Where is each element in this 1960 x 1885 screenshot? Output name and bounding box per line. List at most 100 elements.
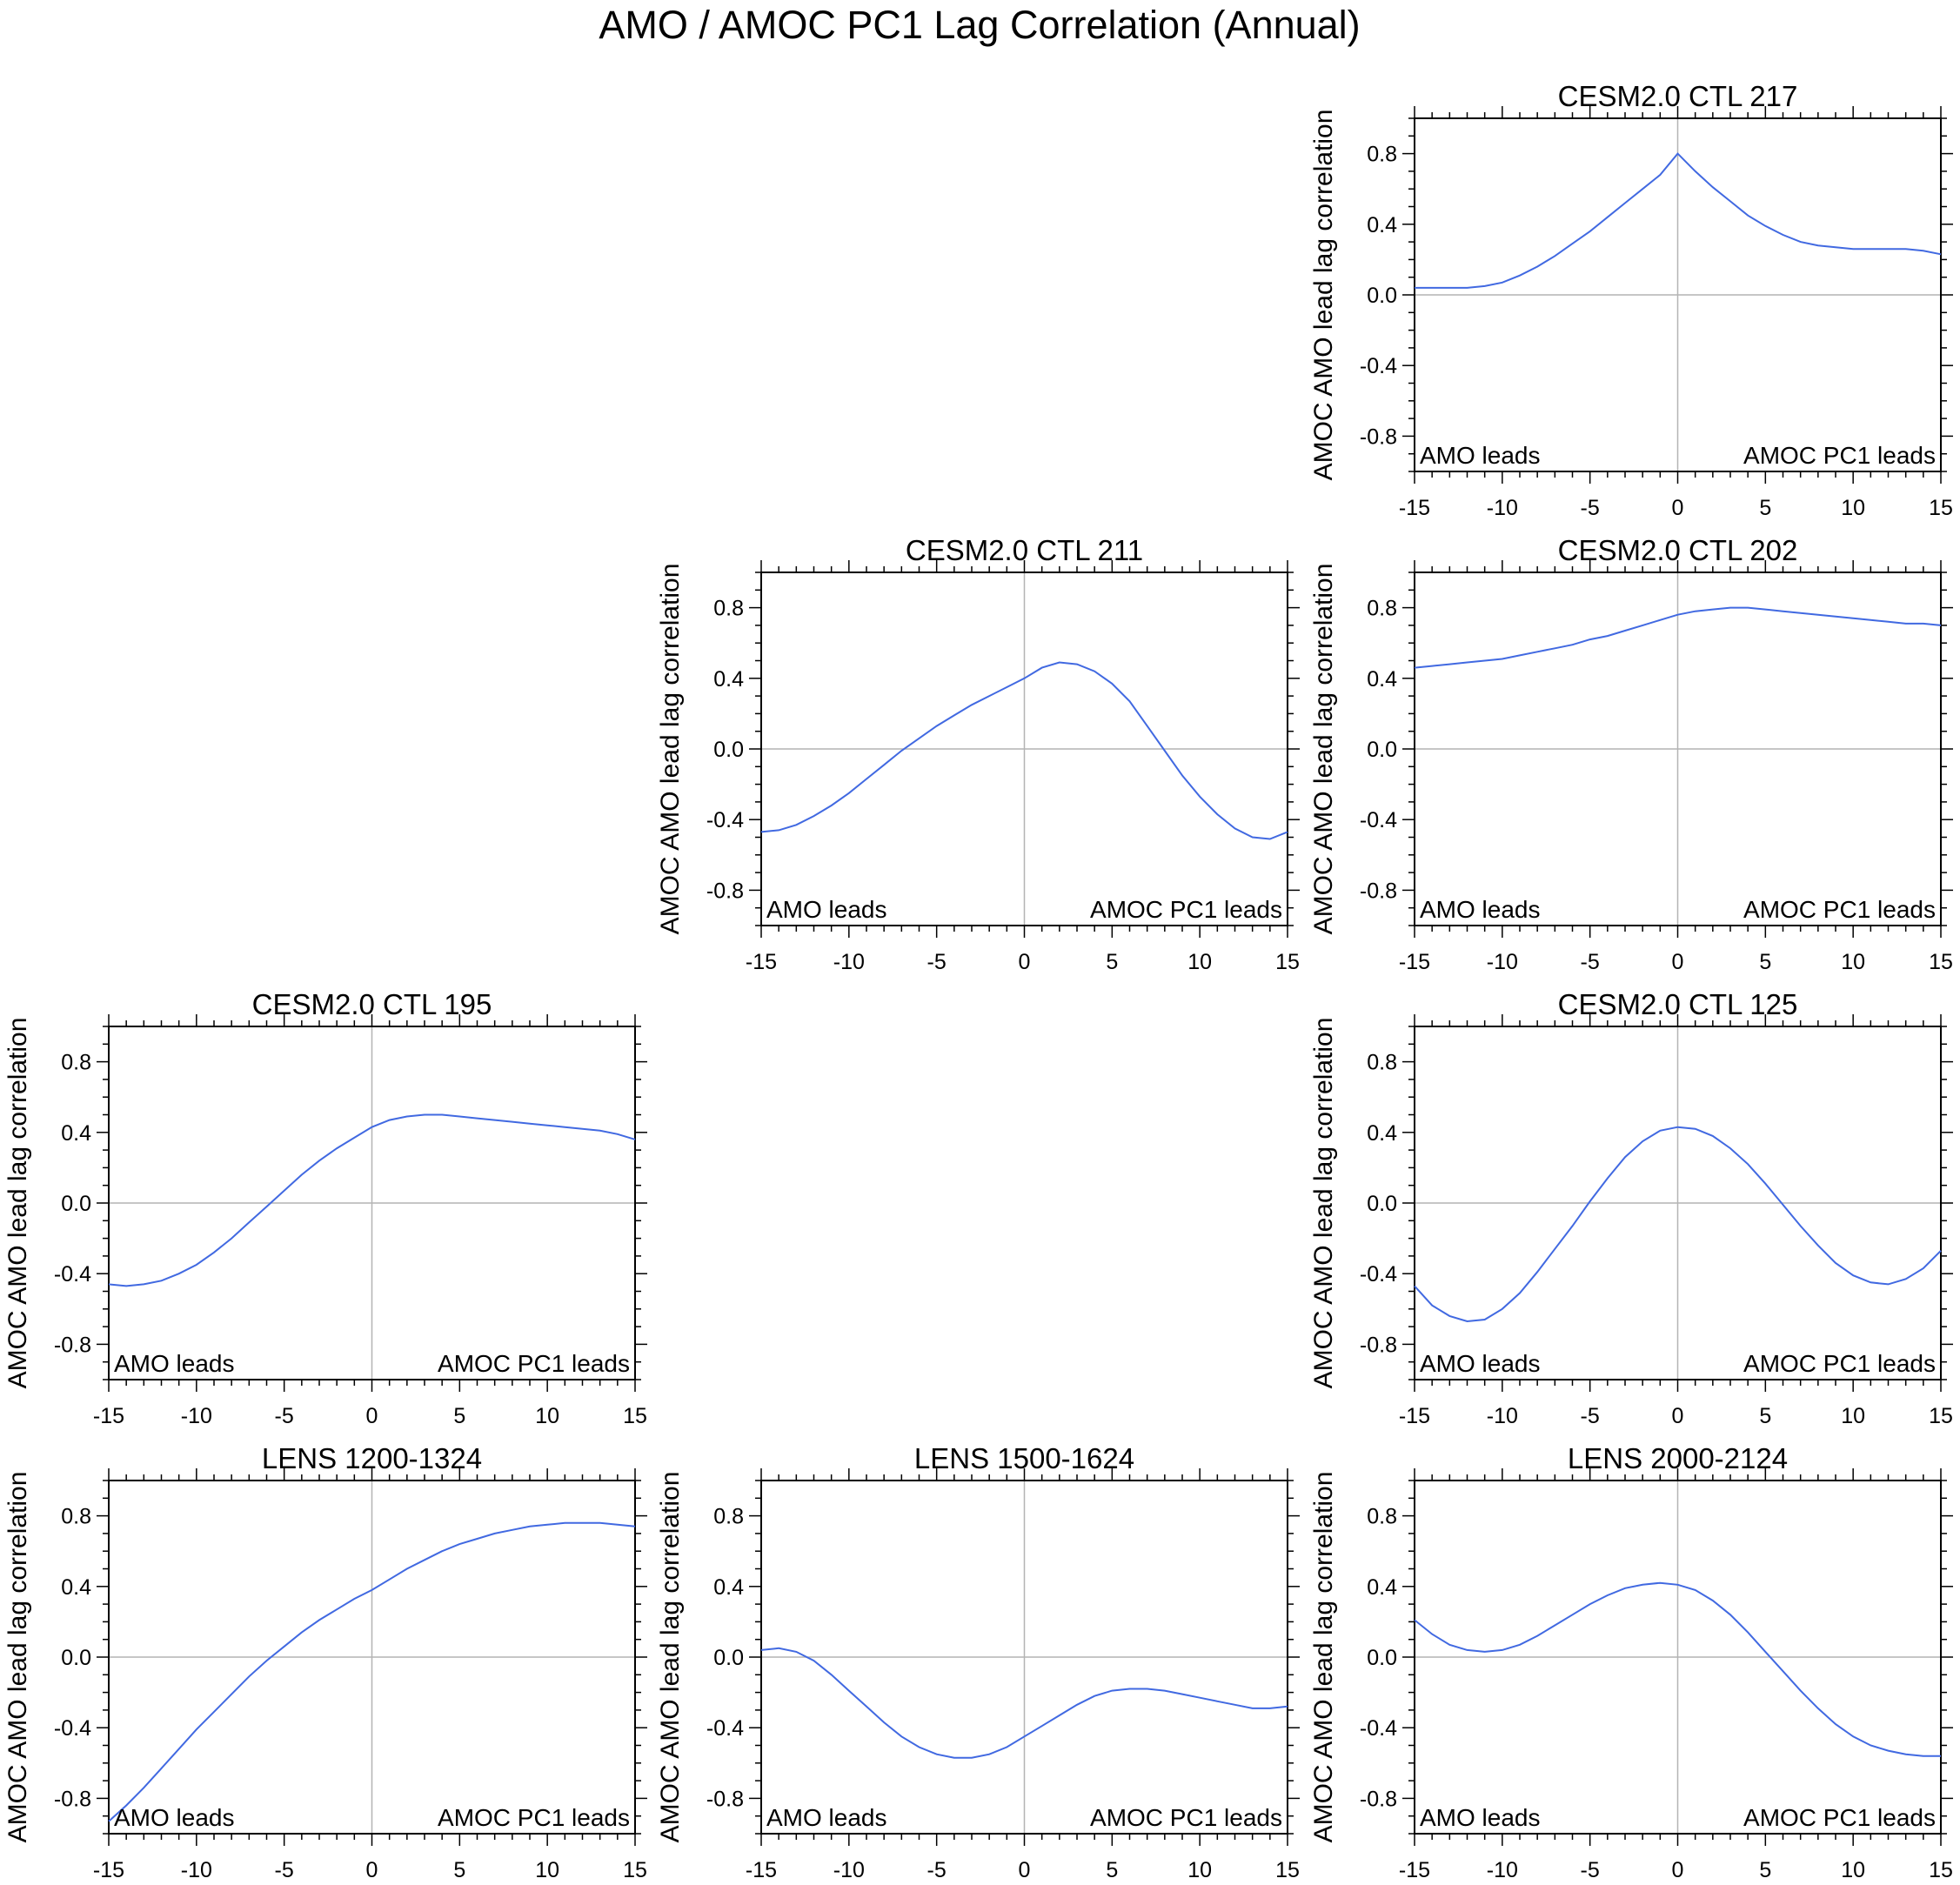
chart-title: CESM2.0 CTL 217 [1558, 80, 1798, 112]
chart-title: CESM2.0 CTL 125 [1558, 988, 1798, 1020]
chart-title: LENS 1200-1324 [262, 1442, 482, 1474]
series-line [1414, 1126, 1942, 1323]
y-tick-label: 0.8 [713, 1505, 744, 1529]
y-tick-label: 0.4 [61, 1575, 91, 1600]
y-tick-label: 0.0 [1367, 738, 1397, 762]
y-tick-label: 0.0 [61, 1646, 91, 1670]
y-tick-label: -0.4 [706, 808, 744, 832]
series-line [108, 1113, 636, 1287]
y-tick-label: 0.4 [713, 1575, 744, 1600]
series-line [1414, 1581, 1941, 1757]
x-tick-label: 10 [1841, 950, 1865, 974]
x-tick-label: -10 [1487, 1404, 1518, 1428]
x-tick-label: 15 [1275, 1858, 1300, 1882]
figure-title: AMO / AMOC PC1 Lag Correlation (Annual) [599, 3, 1360, 47]
annotation-amoc-leads: AMOC PC1 leads [1090, 1804, 1282, 1831]
x-tick-label: 5 [1759, 1858, 1771, 1882]
plot-frame [1414, 1026, 1942, 1380]
x-tick-label: 10 [1841, 496, 1865, 520]
x-tick-label: -15 [1399, 950, 1430, 974]
x-tick-label: 15 [623, 1858, 647, 1882]
x-tick-label: -15 [1399, 1858, 1430, 1882]
x-tick-label: 15 [1929, 1858, 1953, 1882]
y-tick-label: -0.4 [1360, 354, 1397, 378]
panels: 0.8 0.4 0.0 -0.4 -0.8 -15 -10 -5 0 5 10 15 CESM2.0 C… [3, 80, 1953, 1882]
y-tick-label: 0.8 [1367, 597, 1397, 621]
y-tick-label: -0.4 [1360, 1262, 1397, 1287]
y-tick-label: 0.0 [1367, 1192, 1397, 1216]
x-tick-label: -15 [746, 1858, 777, 1882]
y-tick-label: -0.8 [1360, 424, 1397, 449]
plot-frame [1414, 117, 1942, 472]
y-axis-label: AMOC AMO lead lag correlation [1309, 564, 1338, 935]
x-tick-label: 5 [1106, 950, 1118, 974]
x-tick-label: 5 [453, 1404, 465, 1428]
y-tick-label: 0.0 [1367, 284, 1397, 308]
series-line [1414, 606, 1942, 669]
chart-title: CESM2.0 CTL 211 [906, 534, 1143, 566]
y-tick-label: 0.0 [1367, 1646, 1397, 1670]
annotation-amoc-leads: AMOC PC1 leads [438, 1804, 630, 1831]
y-tick-label: -0.8 [1360, 879, 1397, 903]
annotation-amoc-leads: AMOC PC1 leads [1743, 896, 1936, 923]
y-tick-label: 0.4 [713, 667, 744, 692]
chart-panel: 0.8 0.4 0.0 -0.4 -0.8 -15 -10 -5 0 5 10 15 CESM2.0 C… [1309, 80, 1953, 520]
plot-frame [108, 1026, 636, 1380]
chart-panel: 0.8 0.4 0.0 -0.4 -0.8 -15 -10 -5 0 5 10 15 CESM2.0 C… [1309, 534, 1953, 974]
x-tick-label: 10 [535, 1858, 559, 1882]
y-tick-label: -0.4 [54, 1262, 91, 1287]
chart-panel: 0.8 0.4 0.0 -0.4 -0.8 -15 -10 -5 0 5 10 15 CESM2.0 C… [3, 988, 647, 1428]
y-tick-label: 0.0 [713, 738, 744, 762]
chart-title: LENS 2000-2124 [1568, 1442, 1788, 1474]
x-tick-label: 15 [1929, 1404, 1953, 1428]
y-tick-label: 0.8 [1367, 1505, 1397, 1529]
y-tick-label: -0.8 [706, 879, 744, 903]
annotation-amo-leads: AMO leads [114, 1804, 235, 1831]
x-tick-label: 0 [366, 1858, 378, 1882]
chart-panel: 0.8 0.4 0.0 -0.4 -0.8 -15 -10 -5 0 5 10 15 LENS 2000… [1309, 1442, 1953, 1882]
y-tick-label: -0.8 [54, 1333, 91, 1357]
x-tick-label: 0 [366, 1404, 378, 1428]
y-tick-label: 0.4 [1367, 1121, 1397, 1146]
annotation-amo-leads: AMO leads [1420, 896, 1541, 923]
x-tick-label: 5 [1759, 496, 1771, 520]
annotation-amo-leads: AMO leads [766, 896, 887, 923]
annotation-amoc-leads: AMOC PC1 leads [1090, 896, 1282, 923]
y-tick-label: 0.4 [1367, 667, 1397, 692]
chart-panel: 0.8 0.4 0.0 -0.4 -0.8 -15 -10 -5 0 5 10 15 LENS 1500… [656, 1442, 1300, 1882]
annotation-amo-leads: AMO leads [1420, 1350, 1541, 1377]
y-axis-label: AMOC AMO lead lag correlation [3, 1472, 32, 1843]
y-axis-label: AMOC AMO lead lag correlation [1309, 1018, 1338, 1389]
x-tick-label: 15 [1929, 496, 1953, 520]
annotation-amoc-leads: AMOC PC1 leads [1743, 442, 1936, 469]
x-tick-label: 5 [1106, 1858, 1118, 1882]
series-line [760, 661, 1288, 840]
x-tick-label: 0 [1019, 1858, 1031, 1882]
series-line [760, 1647, 1288, 1759]
x-tick-label: -15 [746, 950, 777, 974]
x-tick-label: 5 [1759, 950, 1771, 974]
x-tick-label: 10 [1841, 1858, 1865, 1882]
chart-title: CESM2.0 CTL 202 [1558, 534, 1798, 566]
y-tick-label: -0.4 [1360, 1716, 1397, 1741]
x-tick-label: 0 [1672, 1858, 1684, 1882]
x-tick-label: -10 [1487, 950, 1518, 974]
x-tick-label: -5 [275, 1858, 294, 1882]
y-tick-label: 0.8 [61, 1051, 91, 1075]
plot-frame [760, 1480, 1288, 1835]
x-tick-label: 0 [1672, 496, 1684, 520]
x-tick-label: -15 [1399, 1404, 1430, 1428]
y-tick-label: -0.8 [1360, 1333, 1397, 1357]
x-tick-label: -5 [1581, 1404, 1600, 1428]
y-axis-label: AMOC AMO lead lag correlation [1309, 1472, 1338, 1843]
x-tick-label: -10 [1487, 1858, 1518, 1882]
annotation-amoc-leads: AMOC PC1 leads [1743, 1350, 1936, 1377]
plot-frame [1414, 1480, 1942, 1835]
y-axis-label: AMOC AMO lead lag correlation [656, 1472, 685, 1843]
annotation-amoc-leads: AMOC PC1 leads [438, 1350, 630, 1377]
chart-panel: 0.8 0.4 0.0 -0.4 -0.8 -15 -10 -5 0 5 10 15 CESM2.0 C… [1309, 988, 1953, 1428]
annotation-amo-leads: AMO leads [114, 1350, 235, 1377]
x-tick-label: -10 [181, 1858, 212, 1882]
x-tick-label: -15 [93, 1404, 124, 1428]
y-tick-label: -0.8 [1360, 1787, 1397, 1811]
